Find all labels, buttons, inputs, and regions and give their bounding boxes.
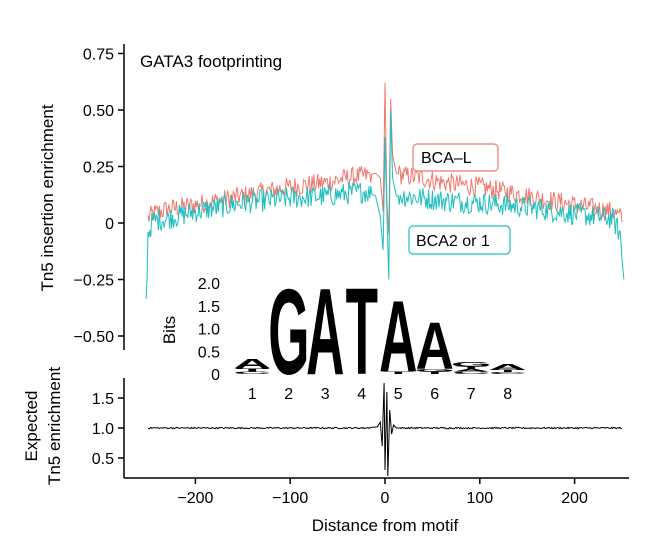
top-y-tick-label: −0.50 [74,329,115,346]
x-axis-title: Distance from motif [312,516,459,535]
logo-y-tick-label: 0 [211,367,220,384]
logo-letter-a: A [233,356,271,371]
bottom-y-ticks: 1.5 1.0 0.5 [92,391,124,468]
logo-y-tick-label: 2.0 [198,276,220,293]
top-y-tick-label: −0.25 [74,273,115,290]
bottom-y-tick-label: 1.0 [92,421,114,438]
top-y-tick-label: 0.25 [83,160,114,177]
logo-y-ticks: 0 0.5 1.0 1.5 2.0 [198,276,220,384]
logo-position-label: 6 [430,386,439,403]
top-y-tick-label: 0.50 [83,103,114,120]
top-y-tick-label: 0.75 [83,47,114,64]
logo-position-label: 3 [321,386,330,403]
top-y-ticks: 0.75 0.50 0.25 0 −0.25 −0.50 [74,47,124,346]
x-tick-label: 0 [381,490,390,507]
legend-bca2-label: BCA2 or 1 [416,233,490,250]
series-line-bca-l [147,82,623,235]
logo-position-label: 5 [394,386,403,403]
logo-letter-t: T [236,368,268,373]
bottom-y-tick-label: 0.5 [92,451,114,468]
logo-position-label: 7 [467,386,476,403]
logo-position-labels: 1 2 3 4 5 6 7 8 [248,386,513,403]
legend-bca2: BCA2 or 1 [408,225,511,255]
logo-letter-t: T [382,371,414,375]
top-y-tick-label: 0 [105,216,114,233]
logo-position-label: 4 [357,386,366,403]
logo-y-tick-label: 0.5 [198,344,220,361]
logo-position-label: 8 [503,386,512,403]
logo-letter-c: C [489,372,527,375]
logo-letter-t: T [419,371,451,375]
logo-position-label: 1 [248,386,257,403]
logo-letter-a: A [489,363,527,372]
bottom-y-axis-title-line1: Expected [22,391,41,462]
legend-bca-l-box [412,143,499,172]
logo-position-label: 2 [284,386,293,403]
x-tick-label: −200 [177,490,213,507]
bottom-x-ticks: −200 −100 0 100 200 [177,478,588,507]
bottom-panel: 1.5 1.0 0.5 −200 −100 0 100 200 Expected Tn5 e… [22,367,629,535]
legend-bca-l-label: BCA–L [421,150,472,167]
x-tick-label: 200 [561,490,588,507]
logo-letter-g: G [451,361,492,368]
series-line-expected [147,382,623,477]
x-tick-label: 100 [466,490,493,507]
x-tick-label: −100 [272,490,308,507]
logo-letter-g: G [268,264,309,400]
logo-letter-t: T [346,264,378,402]
logo-y-tick-label: 1.0 [198,322,220,339]
logo-letter-a: A [452,368,490,372]
logo-letter-c: C [452,371,490,375]
legend-bca2-box [408,225,511,255]
logo-y-tick-label: 1.5 [198,299,220,316]
legend-bca-l: BCA–L [412,143,499,172]
logo-y-axis-title: Bits [160,316,179,344]
top-panel-title: GATA3 footprinting [140,52,282,71]
bottom-y-axis-title-line2: Tn5 enrichment [45,367,64,485]
logo-letter-t: T [455,366,487,370]
top-plot-area [145,82,625,299]
logo-letter-a: A [379,282,417,395]
logo-letter-t: T [492,369,524,373]
logo-letter-g: G [414,368,455,372]
top-panel: 0.75 0.50 0.25 0 −0.25 −0.50 GATA3 footprinti… [38,44,625,350]
series-line-bca2 [145,109,625,299]
logo-letter-c: C [233,371,271,375]
bottom-y-tick-label: 1.5 [92,391,114,408]
logo-letter-a: A [416,309,454,383]
logo-letter-a: A [306,264,344,402]
top-y-axis-title: Tn5 insertion enrichment [38,104,57,291]
